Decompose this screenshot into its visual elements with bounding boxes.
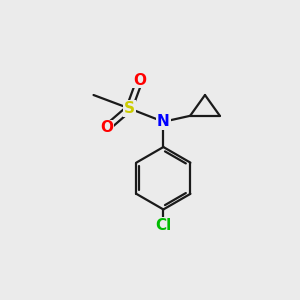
Text: Cl: Cl (155, 218, 172, 233)
Text: O: O (133, 73, 146, 88)
Text: O: O (100, 120, 113, 135)
Text: S: S (124, 101, 135, 116)
Text: N: N (157, 114, 170, 129)
